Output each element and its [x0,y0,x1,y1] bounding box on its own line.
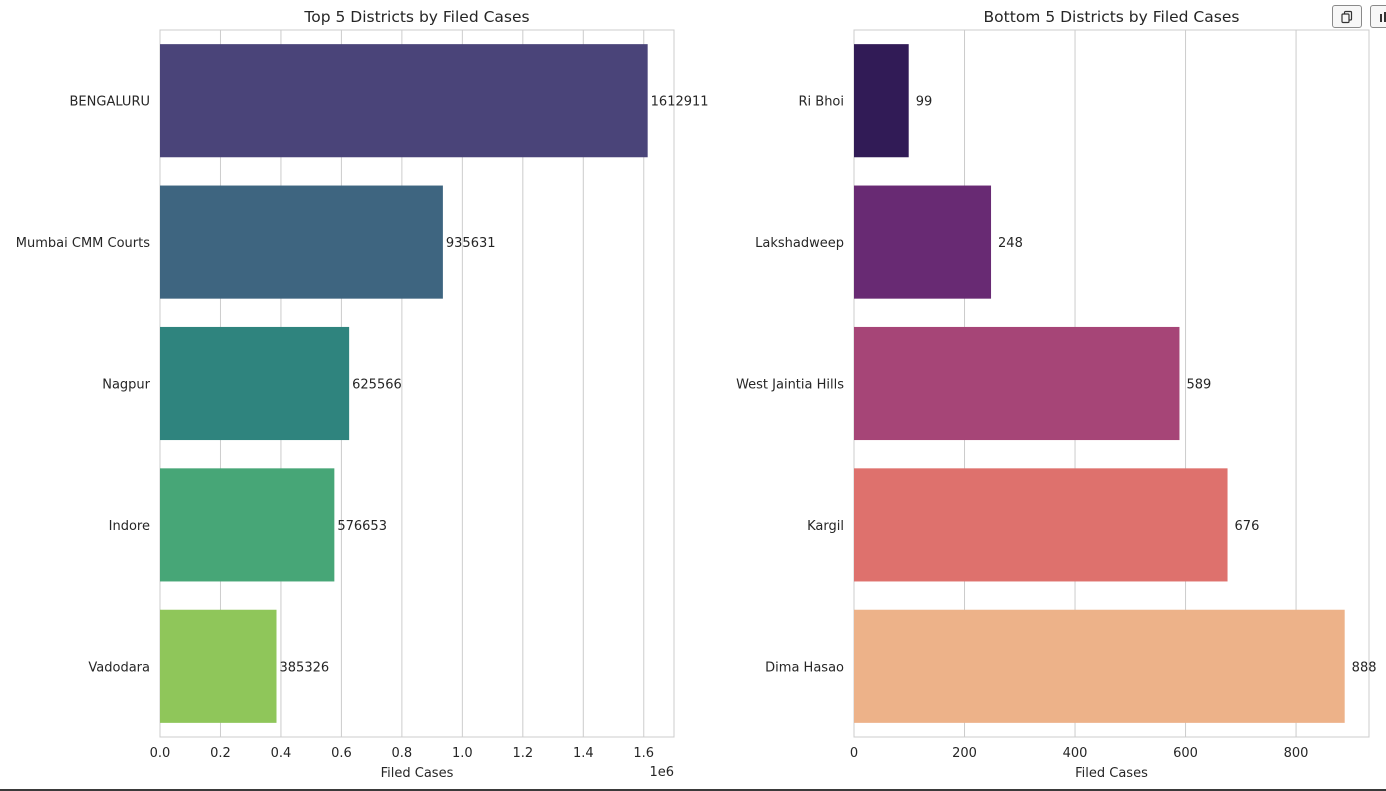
chart-title: Top 5 Districts by Filed Cases [303,8,529,26]
data-label: 888 [1352,660,1377,675]
bar [160,185,443,299]
category-label: Ri Bhoi [799,95,845,110]
category-label: West Jaintia Hills [736,378,844,393]
copy-icon [1341,10,1353,23]
data-label: 385326 [280,660,330,675]
category-label: Nagpur [102,378,150,393]
x-tick-label: 1.0 [452,746,473,761]
bar [160,609,277,723]
category-label: Mumbai CMM Courts [16,236,150,251]
category-label: BENGALURU [70,95,150,110]
x-axis-offset-label: 1e6 [649,765,674,780]
data-label: 589 [1186,378,1211,393]
x-tick-label: 200 [952,746,977,761]
bar [854,185,992,299]
bar [160,44,648,158]
bar [854,609,1345,723]
category-label: Vadodara [88,660,150,675]
bar [160,468,335,582]
x-tick-label: 0.8 [392,746,413,761]
x-tick-label: 0.0 [150,746,171,761]
x-tick-label: 800 [1284,746,1309,761]
data-label: 935631 [446,236,496,251]
data-label: 676 [1235,519,1260,534]
x-tick-label: 1.4 [573,746,594,761]
data-label: 625566 [352,378,402,393]
bar [854,326,1180,441]
category-label: Dima Hasao [765,660,844,675]
data-label: 99 [916,95,933,110]
x-tick-label: 0 [850,746,858,761]
x-axis-label: Filed Cases [1075,766,1148,781]
data-label: 576653 [337,519,387,534]
bottom-divider [0,789,1386,791]
category-label: Kargil [807,519,844,534]
category-label: Lakshadweep [755,236,844,251]
figure-toolbar [1332,5,1386,28]
x-tick-label: 600 [1173,746,1198,761]
chart-title: Bottom 5 Districts by Filed Cases [984,8,1240,26]
category-label: Indore [109,519,150,534]
bar-chart-icon [1380,11,1386,22]
bar [854,44,909,158]
data-label: 248 [998,236,1023,251]
x-tick-label: 1.2 [512,746,533,761]
copy-button[interactable] [1332,5,1362,28]
x-tick-label: 400 [1063,746,1088,761]
bar [854,468,1228,582]
data-label: 1612911 [651,95,709,110]
x-tick-label: 0.6 [331,746,352,761]
chart-menu-button[interactable] [1370,5,1386,28]
bar [160,326,350,441]
x-tick-label: 1.6 [633,746,654,761]
x-tick-label: 0.4 [271,746,292,761]
x-tick-label: 0.2 [210,746,231,761]
x-axis-label: Filed Cases [381,766,454,781]
